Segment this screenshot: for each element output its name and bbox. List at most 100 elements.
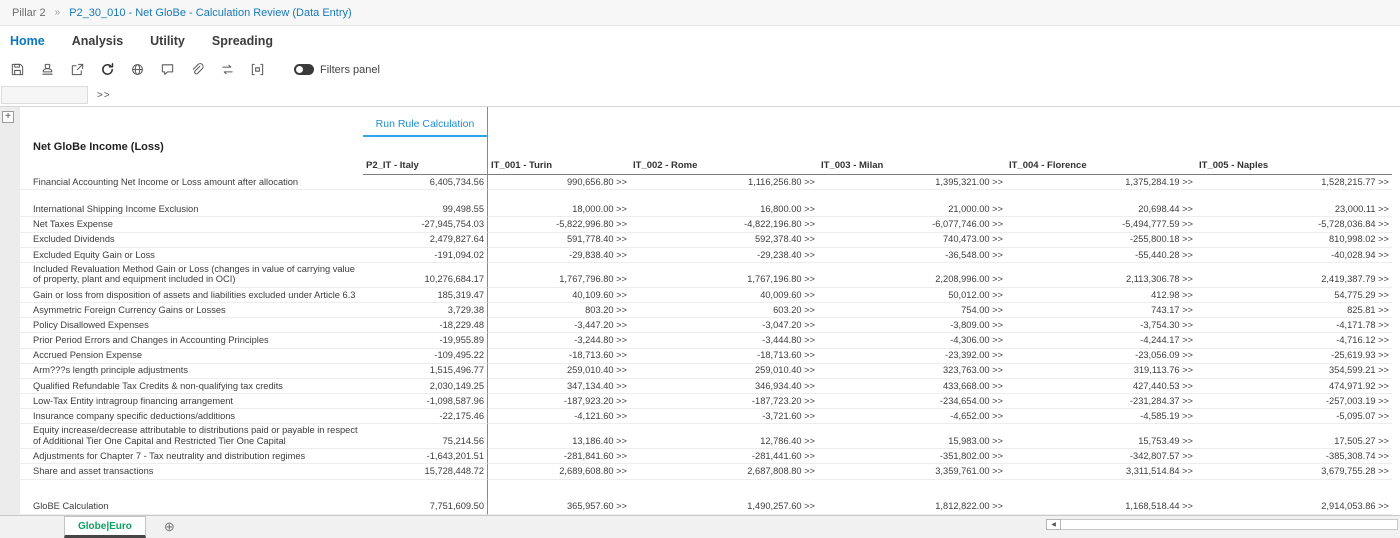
value-cell[interactable]: 1,395,321.00 >> <box>818 175 1006 191</box>
value-cell[interactable]: 2,030,149.25 <box>363 378 488 395</box>
value-cell[interactable]: 1,767,196.80 >> <box>630 263 818 288</box>
value-cell[interactable]: -5,095.07 >> <box>1196 409 1392 425</box>
value-cell[interactable]: -342,807.57 >> <box>1006 449 1196 465</box>
export-icon[interactable] <box>70 62 100 77</box>
value-cell[interactable]: -3,244.80 >> <box>488 333 630 349</box>
value-cell[interactable]: 427,440.53 >> <box>1006 379 1196 395</box>
value-cell[interactable]: 1,515,496.77 <box>363 363 488 379</box>
value-cell[interactable]: -5,822,996.80 >> <box>488 217 630 233</box>
value-cell[interactable]: 347,134.40 >> <box>488 379 630 395</box>
value-cell[interactable]: 1,528,215.77 >> <box>1196 175 1392 191</box>
value-cell[interactable]: 1,767,796.80 >> <box>488 263 630 288</box>
value-cell[interactable]: 2,687,808.80 >> <box>630 464 818 480</box>
value-cell[interactable]: 10,276,684.17 <box>363 262 488 288</box>
refresh-icon[interactable] <box>100 62 130 77</box>
value-cell[interactable]: 591,778.40 >> <box>488 233 630 248</box>
value-cell[interactable]: 185,319.47 <box>363 287 488 303</box>
value-cell[interactable]: 803.20 >> <box>488 303 630 319</box>
value-cell[interactable]: 3,311,514.84 >> <box>1006 464 1196 480</box>
value-cell[interactable]: -281,841.60 >> <box>488 449 630 465</box>
value-cell[interactable]: 754.00 >> <box>818 303 1006 319</box>
value-cell[interactable]: 15,983.00 >> <box>818 424 1006 450</box>
value-cell[interactable]: -234,654.00 >> <box>818 394 1006 410</box>
value-cell[interactable]: -187,923.20 >> <box>488 394 630 410</box>
value-cell[interactable]: -231,284.37 >> <box>1006 394 1196 410</box>
value-cell[interactable]: -4,652.00 >> <box>818 409 1006 425</box>
column-header-italy[interactable]: P2_IT - Italy <box>363 158 488 175</box>
value-cell[interactable]: 1,116,256.80 >> <box>630 175 818 191</box>
value-cell[interactable]: 2,419,387.79 >> <box>1196 263 1392 288</box>
value-cell[interactable]: -29,838.40 >> <box>488 248 630 263</box>
column-header-turin[interactable]: IT_001 - Turin <box>488 158 630 175</box>
value-cell[interactable]: 2,914,053.86 >> <box>1196 500 1392 515</box>
value-cell[interactable]: 365,957.60 >> <box>488 500 630 515</box>
value-cell[interactable]: 15,728,448.72 <box>363 464 488 480</box>
value-cell[interactable]: 6,405,734.56 <box>363 175 488 191</box>
value-cell[interactable]: 3,359,761.00 >> <box>818 464 1006 480</box>
value-cell[interactable]: 323,763.00 >> <box>818 364 1006 379</box>
value-cell[interactable]: -257,003.19 >> <box>1196 394 1392 410</box>
value-cell[interactable]: 99,498.55 <box>363 202 488 218</box>
value-cell[interactable]: -4,585.19 >> <box>1006 409 1196 425</box>
value-cell[interactable]: 743.17 >> <box>1006 303 1196 319</box>
value-cell[interactable]: -4,822,196.80 >> <box>630 217 818 233</box>
value-cell[interactable]: -4,716.12 >> <box>1196 333 1392 349</box>
value-cell[interactable]: -22,175.46 <box>363 409 488 425</box>
value-cell[interactable]: -55,440.28 >> <box>1006 248 1196 263</box>
value-cell[interactable]: -6,077,746.00 >> <box>818 217 1006 233</box>
value-cell[interactable]: 259,010.40 >> <box>488 364 630 379</box>
value-cell[interactable]: 15,753.49 >> <box>1006 424 1196 450</box>
value-cell[interactable]: 16,800.00 >> <box>630 202 818 218</box>
value-cell[interactable]: 2,208,996.00 >> <box>818 263 1006 288</box>
value-cell[interactable]: -3,754.30 >> <box>1006 318 1196 334</box>
value-cell[interactable]: 40,009.60 >> <box>630 288 818 303</box>
value-cell[interactable]: -19,955.89 <box>363 333 488 349</box>
value-cell[interactable]: 1,812,822.00 >> <box>818 500 1006 515</box>
add-sheet-icon[interactable]: ⊕ <box>163 519 175 534</box>
value-cell[interactable]: -351,802.00 >> <box>818 449 1006 465</box>
value-cell[interactable]: 7,751,609.50 <box>363 499 488 515</box>
value-cell[interactable]: -18,713.60 >> <box>488 349 630 364</box>
value-cell[interactable]: 50,012.00 >> <box>818 288 1006 303</box>
column-header-milan[interactable]: IT_003 - Milan <box>818 158 1006 175</box>
value-cell[interactable]: 1,375,284.19 >> <box>1006 175 1196 191</box>
value-cell[interactable]: 40,109.60 >> <box>488 288 630 303</box>
value-cell[interactable]: 603.20 >> <box>630 303 818 319</box>
expand-all-button[interactable]: + <box>2 111 14 123</box>
value-cell[interactable]: -36,548.00 >> <box>818 248 1006 263</box>
value-cell[interactable]: 21,000.00 >> <box>818 202 1006 218</box>
value-cell[interactable]: -3,721.60 >> <box>630 409 818 425</box>
tab-utility[interactable]: Utility <box>150 33 185 48</box>
name-box-input[interactable] <box>1 86 88 104</box>
value-cell[interactable]: -5,494,777.59 >> <box>1006 217 1196 233</box>
value-cell[interactable]: 592,378.40 >> <box>630 233 818 248</box>
value-cell[interactable]: 17,505.27 >> <box>1196 424 1392 450</box>
value-cell[interactable]: 346,934.40 >> <box>630 379 818 395</box>
value-cell[interactable]: -4,306.00 >> <box>818 333 1006 349</box>
value-cell[interactable]: 2,113,306.78 >> <box>1006 263 1196 288</box>
value-cell[interactable]: -4,244.17 >> <box>1006 333 1196 349</box>
tab-home[interactable]: Home <box>10 33 45 48</box>
value-cell[interactable]: 13,186.40 >> <box>488 424 630 450</box>
value-cell[interactable]: -3,447.20 >> <box>488 318 630 334</box>
value-cell[interactable]: 990,656.80 >> <box>488 175 630 191</box>
value-cell[interactable]: -385,308.74 >> <box>1196 449 1392 465</box>
value-cell[interactable]: -255,800.18 >> <box>1006 233 1196 248</box>
value-cell[interactable]: 2,479,827.64 <box>363 232 488 248</box>
comment-icon[interactable] <box>160 62 190 77</box>
value-cell[interactable]: -3,444.80 >> <box>630 333 818 349</box>
value-cell[interactable]: 319,113.76 >> <box>1006 364 1196 379</box>
stamp-icon[interactable] <box>40 62 70 77</box>
value-cell[interactable]: -1,098,587.96 <box>363 394 488 410</box>
value-cell[interactable]: 23,000.11 >> <box>1196 202 1392 218</box>
value-cell[interactable]: -191,094.02 <box>363 247 488 263</box>
scrollbar-track[interactable] <box>1061 519 1398 530</box>
run-rule-calculation-button[interactable]: Run Rule Calculation <box>363 107 488 137</box>
value-cell[interactable]: 1,168,518.44 >> <box>1006 500 1196 515</box>
swap-icon[interactable] <box>220 62 250 77</box>
value-cell[interactable]: -3,047.20 >> <box>630 318 818 334</box>
value-cell[interactable]: -18,229.48 <box>363 318 488 334</box>
sheet-tab-globe-euro[interactable]: Globe|Euro <box>64 516 146 538</box>
value-cell[interactable]: 12,786.40 >> <box>630 424 818 450</box>
value-cell[interactable]: 433,668.00 >> <box>818 379 1006 395</box>
